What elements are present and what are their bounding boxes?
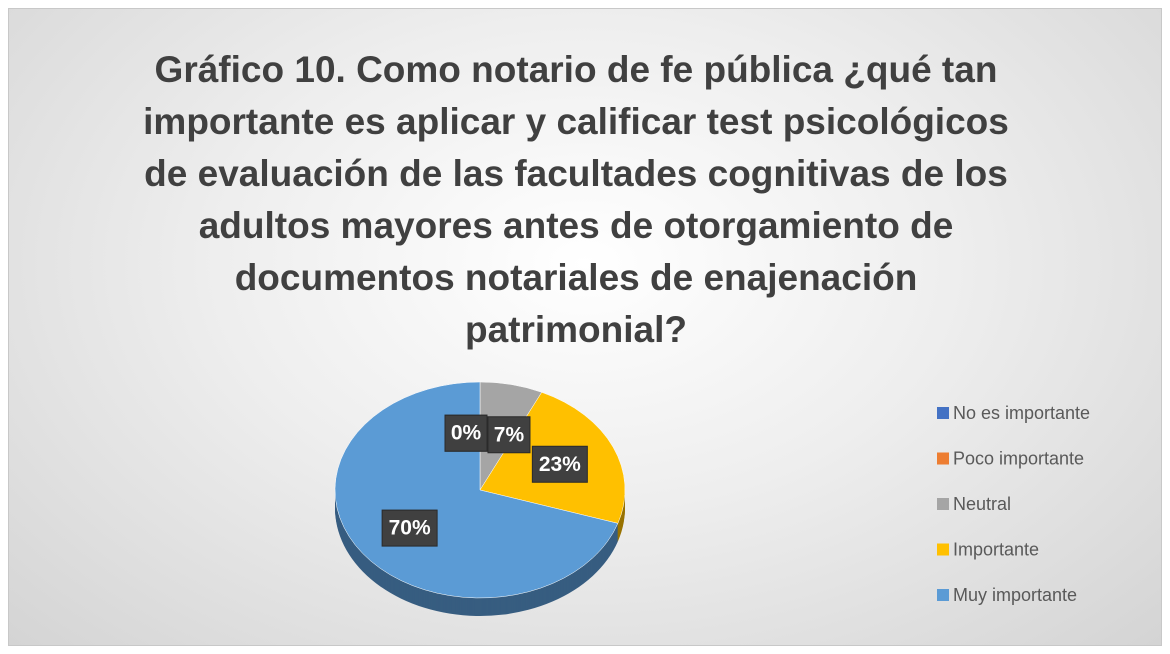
data-label: 23% [531,445,588,483]
data-label-text: 70% [389,517,431,540]
data-label-text: 7% [494,423,525,446]
legend-swatch [937,589,949,601]
legend-swatch [937,407,949,419]
data-label: 7% [487,416,531,454]
legend-swatch [937,498,949,510]
data-label-box [381,509,438,547]
data-label-box [531,445,588,483]
legend-label: Importante [953,539,1039,559]
data-label-box [487,416,531,454]
legend-label: Muy importante [953,585,1077,605]
data-label: 70% [381,509,438,547]
data-label-box [444,414,488,452]
legend-swatch [937,452,949,465]
legend-label: No es importante [953,403,1090,423]
legend-label: Poco importante [953,448,1084,468]
chart-title: Gráfico 10. Como notario de fe pública ¿… [143,49,1009,350]
data-label: 0% [444,414,488,452]
data-label-text: 0% [451,422,482,445]
legend-swatch [937,543,949,556]
legend-label: Neutral [953,494,1011,514]
data-label-text: 23% [539,453,581,476]
